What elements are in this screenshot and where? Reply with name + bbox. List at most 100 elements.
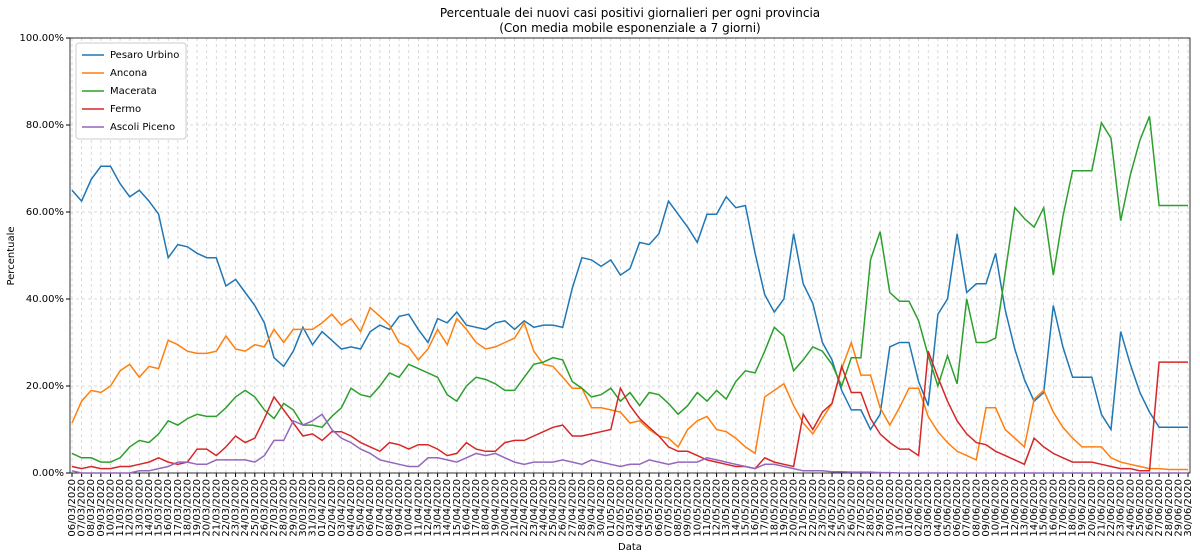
- y-tick-label: 20.00%: [26, 381, 64, 392]
- x-tick-label: 05/06/2020: [942, 479, 953, 537]
- x-tick-label: 20/06/2020: [1087, 479, 1098, 537]
- x-tick-label: 27/06/2020: [1154, 479, 1165, 537]
- x-tick-label: 03/05/2020: [625, 479, 636, 537]
- legend-label: Pesaro Urbino: [110, 50, 179, 61]
- x-tick-label: 29/03/2020: [288, 479, 299, 537]
- x-tick-label: 18/06/2020: [1068, 479, 1079, 537]
- x-tick-label: 26/06/2020: [1145, 479, 1156, 537]
- x-tick-label: 30/06/2020: [1183, 479, 1194, 537]
- x-tick-label: 19/06/2020: [1077, 479, 1088, 537]
- x-tick-label: 17/04/2020: [471, 479, 482, 537]
- x-tick-label: 15/04/2020: [452, 479, 463, 537]
- x-tick-label: 01/04/2020: [317, 479, 328, 537]
- x-tick-label: 15/05/2020: [740, 479, 751, 537]
- x-tick-label: 29/04/2020: [587, 479, 598, 537]
- x-tick-label: 23/05/2020: [817, 479, 828, 537]
- series-line: [71, 413, 1188, 474]
- x-tick-label: 26/05/2020: [846, 479, 857, 537]
- x-tick-label: 14/05/2020: [731, 479, 742, 537]
- x-tick-label: 24/03/2020: [240, 479, 251, 537]
- x-tick-label: 12/04/2020: [423, 479, 434, 537]
- x-tick-label: 04/04/2020: [346, 479, 357, 537]
- x-tick-label: 19/04/2020: [490, 479, 501, 537]
- x-axis-label: Data: [618, 542, 642, 553]
- x-tick-label: 04/06/2020: [933, 479, 944, 537]
- x-tick-label: 14/03/2020: [144, 479, 155, 537]
- y-tick-label: 0.00%: [32, 468, 64, 479]
- x-tick-label: 14/06/2020: [1029, 479, 1040, 537]
- x-tick-label: 24/05/2020: [827, 479, 838, 537]
- x-tick-label: 09/04/2020: [394, 479, 405, 537]
- x-tick-label: 30/04/2020: [596, 479, 607, 537]
- x-tick-label: 07/05/2020: [663, 479, 674, 537]
- x-tick-label: 18/04/2020: [481, 479, 492, 537]
- x-tick-label: 16/06/2020: [1048, 479, 1059, 537]
- x-tick-label: 07/03/2020: [77, 479, 88, 537]
- x-tick-label: 13/05/2020: [721, 479, 732, 537]
- x-tick-label: 09/05/2020: [683, 479, 694, 537]
- x-tick-label: 06/03/2020: [67, 479, 78, 537]
- x-tick-label: 29/05/2020: [875, 479, 886, 537]
- x-tick-label: 17/05/2020: [760, 479, 771, 537]
- x-tick-label: 08/03/2020: [86, 479, 97, 537]
- x-tick-label: 02/04/2020: [327, 479, 338, 537]
- x-tick-label: 17/06/2020: [1058, 479, 1069, 537]
- x-tick-label: 11/05/2020: [702, 479, 713, 537]
- x-tick-label: 13/03/2020: [134, 479, 145, 537]
- x-tick-label: 31/05/2020: [894, 479, 905, 537]
- x-tick-label: 13/06/2020: [1019, 479, 1030, 537]
- x-tick-label: 18/05/2020: [769, 479, 780, 537]
- x-tick-label: 08/04/2020: [384, 479, 395, 537]
- x-tick-label: 23/06/2020: [1116, 479, 1127, 537]
- x-tick-label: 03/04/2020: [336, 479, 347, 537]
- y-tick-label: 40.00%: [26, 294, 64, 305]
- x-tick-label: 08/06/2020: [971, 479, 982, 537]
- x-tick-label: 22/05/2020: [808, 479, 819, 537]
- x-tick-label: 10/06/2020: [991, 479, 1002, 537]
- x-tick-label: 14/04/2020: [442, 479, 453, 537]
- x-tick-label: 17/03/2020: [173, 479, 184, 537]
- x-tick-label: 11/04/2020: [413, 479, 424, 537]
- x-tick-label: 22/04/2020: [519, 479, 530, 537]
- x-tick-label: 01/06/2020: [904, 479, 915, 537]
- legend-label: Fermo: [110, 104, 141, 115]
- chart-title: Percentuale dei nuovi casi positivi gior…: [440, 6, 820, 20]
- x-tick-label: 19/03/2020: [192, 479, 203, 537]
- x-tick-label: 25/04/2020: [548, 479, 559, 537]
- x-tick-label: 20/05/2020: [789, 479, 800, 537]
- legend-label: Ancona: [110, 68, 147, 79]
- chart-subtitle: (Con media mobile esponenziale a 7 giorn…: [499, 21, 761, 35]
- x-tick-label: 31/03/2020: [308, 479, 319, 537]
- x-tick-label: 28/06/2020: [1164, 479, 1175, 537]
- x-tick-label: 27/04/2020: [567, 479, 578, 537]
- series-line: [71, 306, 1188, 471]
- x-tick-label: 11/03/2020: [115, 479, 126, 537]
- y-tick-label: 100.00%: [20, 33, 65, 44]
- x-tick-label: 15/06/2020: [1039, 479, 1050, 537]
- series-line: [71, 116, 1188, 463]
- x-tick-label: 04/05/2020: [635, 479, 646, 537]
- x-tick-label: 19/05/2020: [779, 479, 790, 537]
- x-tick-label: 06/04/2020: [365, 479, 376, 537]
- x-tick-label: 28/04/2020: [577, 479, 588, 537]
- x-tick-label: 09/03/2020: [96, 479, 107, 537]
- x-tick-label: 28/05/2020: [866, 479, 877, 537]
- x-tick-label: 23/04/2020: [529, 479, 540, 537]
- x-tick-label: 02/05/2020: [615, 479, 626, 537]
- x-tick-label: 11/06/2020: [1000, 479, 1011, 537]
- x-tick-label: 13/04/2020: [433, 479, 444, 537]
- x-tick-label: 08/05/2020: [673, 479, 684, 537]
- x-tick-label: 06/05/2020: [654, 479, 665, 537]
- x-tick-label: 21/03/2020: [211, 479, 222, 537]
- x-tick-label: 26/03/2020: [259, 479, 270, 537]
- x-tick-label: 18/03/2020: [182, 479, 193, 537]
- legend-box: [75, 42, 187, 140]
- x-tick-label: 16/03/2020: [163, 479, 174, 537]
- plot-frame: [69, 37, 1191, 474]
- x-tick-label: 30/03/2020: [298, 479, 309, 537]
- x-tick-label: 24/04/2020: [538, 479, 549, 537]
- x-tick-label: 12/06/2020: [1010, 479, 1021, 537]
- x-tick-label: 07/06/2020: [962, 479, 973, 537]
- x-tick-label: 28/03/2020: [279, 479, 290, 537]
